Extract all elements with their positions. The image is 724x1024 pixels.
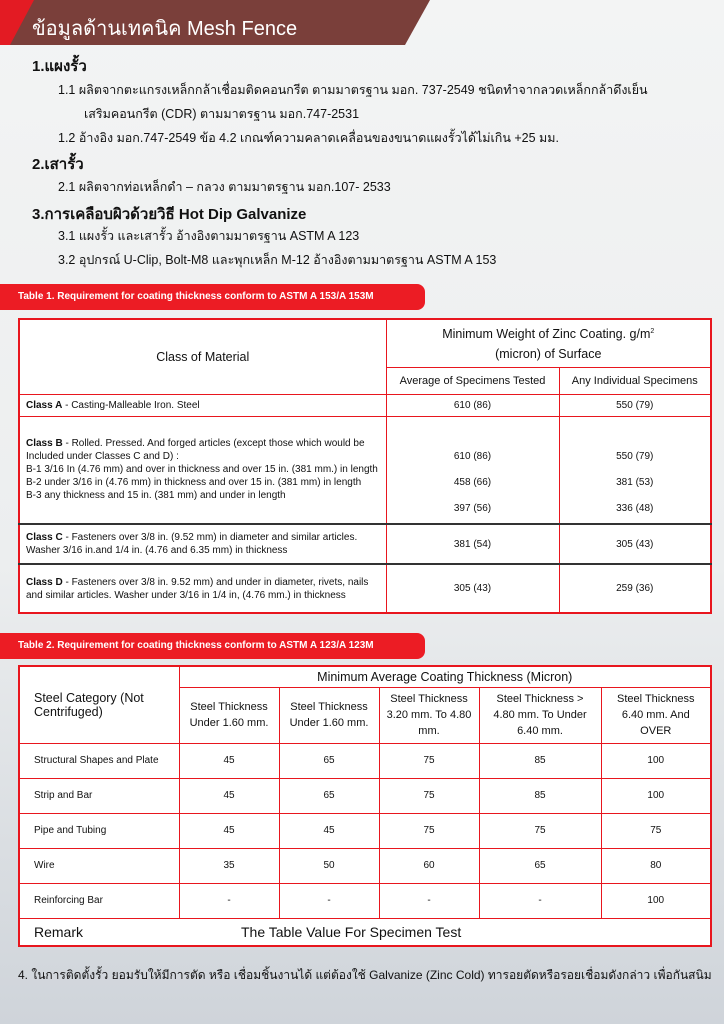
row-name: Structural Shapes and Plate <box>18 742 180 779</box>
row-name: Reinforcing Bar <box>18 882 180 919</box>
column-header: Steel Thickness 6.40 mm. And OVER <box>600 686 712 744</box>
cell-value: 75 <box>600 812 712 849</box>
cell-value: 85 <box>478 742 602 779</box>
header-group: Minimum Average Coating Thickness (Micro… <box>178 665 712 688</box>
section-title: 3.การเคลือบผิวด้วยวิธี Hot Dip Galvanize <box>32 206 307 223</box>
table-row: Structural Shapes and Plate 45 65 75 85 100 <box>18 742 712 779</box>
title-banner: ข้อมูลด้านเทคนิค Mesh Fence <box>0 0 430 45</box>
cell-value: 65 <box>278 742 380 779</box>
cell-value: 85 <box>478 777 602 814</box>
table-row: Class A - Casting-Malleable Iron. Steel … <box>18 393 712 417</box>
cell-value: - <box>478 882 602 919</box>
header-class: Class of Material <box>18 318 387 395</box>
row-name: Pipe and Tubing <box>18 812 180 849</box>
section-item: 1.2 อ้างอิง มอก.747-2549 ข้อ 4.2 เกณฑ์คว… <box>58 131 560 145</box>
cell-value: 75 <box>378 777 480 814</box>
table-row: Strip and Bar 45 65 75 85 100 <box>18 777 712 814</box>
cell-value: 35 <box>178 847 280 884</box>
section-item: 3.1 แผงรั้ว และเสารั้ว อ้างอิงตามมาตรฐาน… <box>58 229 360 243</box>
cell-value: 80 <box>600 847 712 884</box>
cell-value: 75 <box>378 812 480 849</box>
column-header: Steel Thickness Under 1.60 mm. <box>278 686 380 744</box>
row-name: Wire <box>18 847 180 884</box>
table2-caption: Table 2. Requirement for coating thickne… <box>0 633 425 659</box>
cell-value: 45 <box>278 812 380 849</box>
table2: Steel Category (Not Centrifuged) Minimum… <box>18 665 713 947</box>
section-item: 2.1 ผลิตจากท่อเหล็กดำ – กลวง ตามมาตรฐาน … <box>58 180 391 194</box>
banner-shape <box>0 0 430 45</box>
cell-value: 100 <box>600 882 712 919</box>
cell-value: 45 <box>178 777 280 814</box>
header-category: Steel Category (Not Centrifuged) <box>18 665 180 744</box>
page-title: ข้อมูลด้านเทคนิค Mesh Fence <box>32 18 298 40</box>
section-title: 1.แผงรั้ว <box>32 58 87 75</box>
column-header: Steel Thickness 3.20 mm. To 4.80 mm. <box>378 686 480 744</box>
table1-caption: Table 1. Requirement for coating thickne… <box>0 284 425 310</box>
header-group: Minimum Weight of Zinc Coating. g/m2 (mic… <box>385 318 712 368</box>
table-row: Class D - Fasteners over 3/8 in. 9.52 mm… <box>18 563 712 614</box>
header-any: Any Individual Specimens <box>558 366 712 395</box>
cell-value: 50 <box>278 847 380 884</box>
cell-value: 65 <box>478 847 602 884</box>
cell-value: - <box>178 882 280 919</box>
table1: Class of Material Minimum Weight of Zinc… <box>18 318 712 614</box>
cell-value: 65 <box>278 777 380 814</box>
column-header: Steel Thickness Under 1.60 mm. <box>178 686 280 744</box>
footer-note: 4. ในการติดตั้งรั้ว ยอมรับให้มีการตัด หร… <box>18 968 712 982</box>
cell-value: - <box>378 882 480 919</box>
cell-value: 100 <box>600 777 712 814</box>
cell-value: 45 <box>178 812 280 849</box>
cell-value: 100 <box>600 742 712 779</box>
remark-label: Remark <box>18 917 179 947</box>
remark-row: Remark The Table Value For Specimen Test <box>18 917 712 947</box>
cell-value: 45 <box>178 742 280 779</box>
cell-value: - <box>278 882 380 919</box>
header-avg: Average of Specimens Tested <box>385 366 560 395</box>
column-header: Steel Thickness > 4.80 mm. To Under 6.40… <box>478 686 602 744</box>
section-title: 2.เสารั้ว <box>32 156 84 173</box>
table-row: Reinforcing Bar - - - -100 <box>18 882 712 919</box>
table-row: Class B - Rolled. Pressed. And forged ar… <box>18 415 712 525</box>
cell-value: 60 <box>378 847 480 884</box>
remark-text: The Table Value For Specimen Test <box>179 917 712 947</box>
section-item: เสริมคอนกรีต (CDR) ตามมาตรฐาน มอก.747-25… <box>84 107 360 121</box>
section-item: 3.2 อุปกรณ์ U-Clip, Bolt-M8 และพุกเหล็ก … <box>58 253 497 267</box>
table-row: Wire 35 50 60 65 80 <box>18 847 712 884</box>
section-item: 1.1 ผลิตจากตะแกรงเหล็กกล้าเชื่อมติดคอนกร… <box>58 83 648 97</box>
table-row: Class C - Fasteners over 3/8 in. (9.52 m… <box>18 523 712 565</box>
row-name: Strip and Bar <box>18 777 180 814</box>
table-row: Pipe and Tubing 45 45 75 75 75 <box>18 812 712 849</box>
cell-value: 75 <box>378 742 480 779</box>
cell-value: 75 <box>478 812 602 849</box>
